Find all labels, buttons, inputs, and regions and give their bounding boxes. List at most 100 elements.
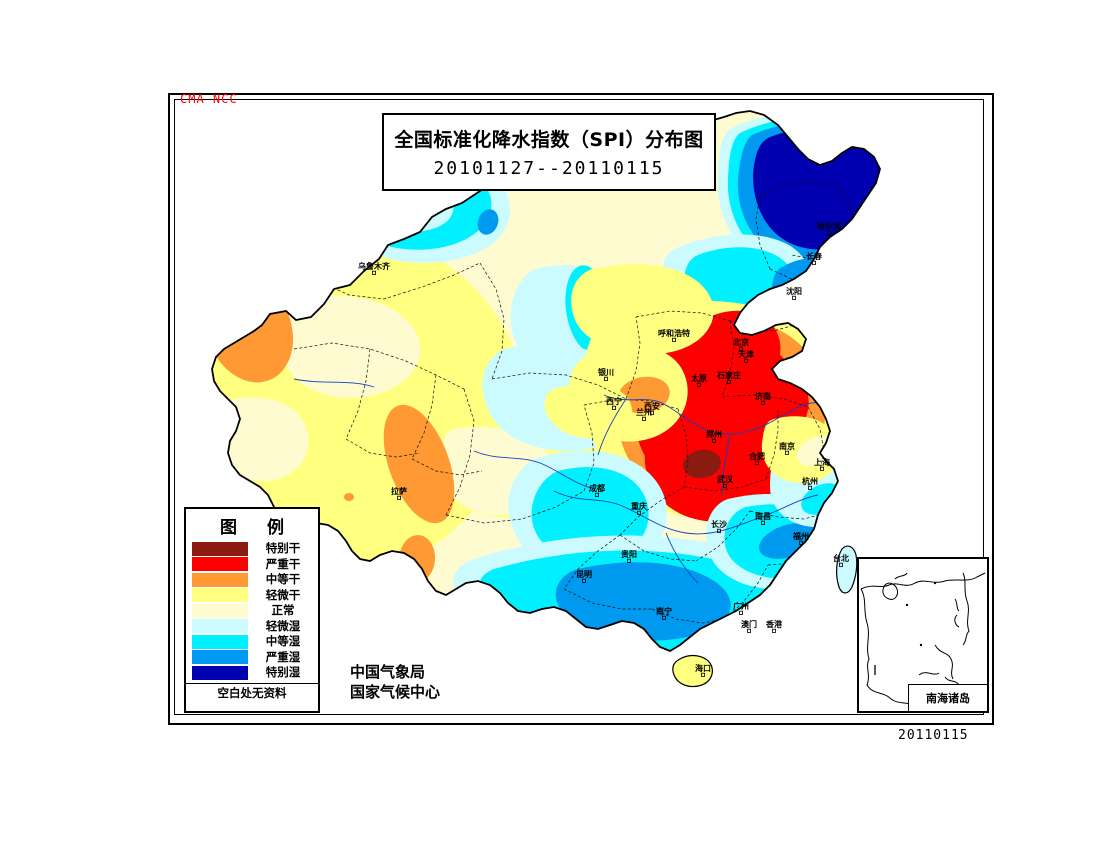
city-label: 沈阳	[786, 286, 802, 296]
city-dot	[755, 460, 760, 465]
city-marker: 福州	[792, 531, 809, 545]
city-dot	[712, 438, 717, 443]
province-boundary	[765, 409, 779, 480]
city-dot	[727, 379, 732, 384]
city-label: 上海	[814, 457, 830, 467]
city-marker: 昆明	[576, 569, 592, 583]
agency-credit: 中国气象局 国家气候中心	[350, 662, 440, 702]
river	[721, 434, 731, 496]
city-dot	[792, 295, 797, 300]
city-dot	[594, 492, 599, 497]
city-label: 台北	[833, 553, 849, 563]
city-dot	[723, 483, 728, 488]
city-marker: 呼和浩特	[658, 328, 690, 342]
province-boundary	[721, 320, 735, 398]
legend-swatch	[192, 603, 248, 618]
city-dot	[649, 410, 654, 415]
city-label: 武汉	[717, 474, 734, 484]
province-boundary	[635, 310, 731, 322]
province-boundary	[619, 486, 685, 536]
city-marker: 成都	[589, 483, 605, 497]
city-dot	[611, 405, 616, 410]
city-marker: 澳门	[741, 619, 757, 633]
city-marker: 长春	[806, 251, 822, 265]
title-period: 20101127--20110115	[433, 158, 665, 179]
city-dot	[799, 540, 804, 545]
city-marker: 贵阳	[621, 549, 637, 563]
province-boundary	[563, 588, 652, 610]
city-marker: 广州	[733, 601, 749, 615]
city-dot	[636, 510, 641, 515]
city-marker: 武汉	[717, 474, 734, 488]
legend-swatch	[192, 634, 248, 649]
city-dot	[820, 466, 825, 471]
city-label: 北京	[733, 337, 749, 347]
city-label: 广州	[733, 601, 749, 611]
spi-contour-band	[775, 146, 859, 228]
legend-item: 特别湿	[186, 665, 318, 681]
legend-label: 轻微干	[265, 587, 301, 602]
province-boundary	[625, 316, 641, 400]
city-marker: 银川	[597, 367, 614, 381]
river	[603, 394, 823, 435]
city-label: 贵阳	[621, 549, 637, 559]
province-boundary	[313, 262, 481, 300]
city-label: 呼和浩特	[658, 328, 690, 338]
map-title-box: 全国标准化降水指数（SPI）分布图 20101127--20110115	[382, 113, 716, 191]
province-boundary	[755, 194, 771, 270]
legend-swatch	[192, 541, 248, 556]
province-boundary	[345, 348, 371, 440]
legend-label: 特别干	[265, 541, 301, 556]
legend-item: 严重干	[186, 557, 318, 573]
city-marker: 重庆	[631, 501, 647, 515]
city-label: 南京	[779, 441, 795, 451]
city-label: 天津	[738, 349, 754, 359]
city-dot	[772, 628, 777, 633]
legend-swatch	[192, 650, 248, 665]
date-stamp: 20110115	[898, 728, 969, 743]
city-dot	[808, 485, 813, 490]
city-label: 拉萨	[391, 486, 407, 496]
spi-contour-band	[618, 376, 670, 414]
legend-label: 特别湿	[265, 665, 301, 680]
legend-label: 轻微湿	[265, 618, 301, 633]
city-marker: 北京	[733, 337, 749, 351]
city-label: 福州	[792, 531, 809, 541]
city-label: 长春	[806, 251, 822, 261]
page-title: 全国标准化降水指数（SPI）分布图	[394, 129, 704, 151]
province-boundary	[583, 398, 679, 410]
city-dot	[671, 337, 676, 342]
province-boundary	[583, 404, 595, 492]
city-label: 哈尔滨	[817, 221, 841, 231]
river	[665, 532, 699, 584]
province-boundary	[695, 510, 751, 562]
cma-ncc-tag: CMA NCC	[180, 92, 238, 106]
city-marker: 南昌	[755, 511, 771, 525]
legend-swatch	[192, 619, 248, 634]
province-boundary	[491, 372, 627, 400]
province-boundary	[749, 510, 827, 520]
legend-item: 正常	[186, 603, 318, 619]
city-dot	[641, 416, 646, 421]
city-marker: 西宁	[606, 396, 622, 410]
legend-item: 中等湿	[186, 634, 318, 650]
legend-item: 轻微干	[186, 588, 318, 604]
river	[473, 450, 595, 490]
city-marker: 杭州	[802, 476, 818, 490]
legend-note: 空白处无资料	[186, 682, 318, 701]
city-dot	[761, 400, 766, 405]
province-boundary	[411, 374, 437, 460]
river	[293, 378, 375, 388]
city-label: 乌鲁木齐	[358, 261, 391, 271]
legend-swatch	[192, 557, 248, 572]
city-dot	[701, 672, 706, 677]
city-dot	[812, 260, 817, 265]
city-label: 成都	[589, 483, 605, 493]
city-label: 南宁	[656, 606, 672, 616]
legend-rows: 特别干 严重干 中等干 轻微干 正常 轻微湿 中等湿 严重湿 特别湿	[186, 541, 318, 681]
legend-label: 严重湿	[265, 649, 301, 664]
river	[553, 490, 819, 535]
hainan-border	[672, 654, 713, 688]
